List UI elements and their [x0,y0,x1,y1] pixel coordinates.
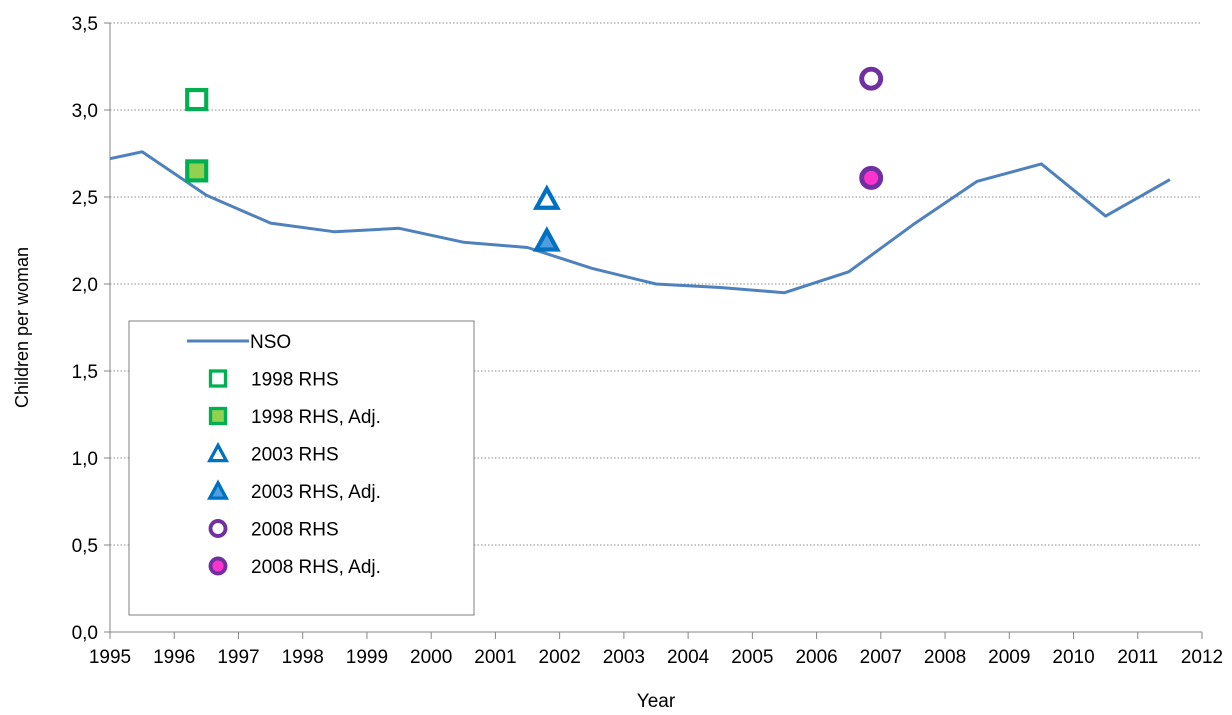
x-tick-label: 2011 [1117,647,1158,668]
marker-shape [206,441,230,463]
legend-marker-swatch [208,519,228,538]
y-tick-label: 1,0 [72,449,98,470]
data-point-2008-rhs [859,66,884,91]
ticks-layer: 0,0 0,5 1,0 1,5 2,0 2,5 3,0 3,5 1995 1996 1997 1998… [72,14,1224,668]
data-point-2008-rhs-adj [859,165,884,190]
marker-shape [206,479,230,500]
legend-marker-swatch [208,369,228,388]
x-tick-label: 2009 [988,647,1030,668]
x-tick-label: 1998 [282,647,324,668]
marker-shape [208,519,228,538]
legend-marker-swatch [206,441,230,463]
legend-item: 2008 RHS [208,519,339,541]
legend-label: 1998 RHS, Adj. [251,407,381,428]
x-tick-label: 2007 [860,647,902,668]
legend-item: 2003 RHS, Adj. [206,479,381,503]
y-tick-label: 3,0 [72,101,98,122]
x-tick-label: 1996 [153,647,195,668]
x-tick-label: 2008 [924,647,966,668]
y-tick-label: 2,0 [72,275,98,296]
marker-shape [859,66,884,91]
legend-label: 2003 RHS, Adj. [251,482,381,503]
marker-shape [185,87,209,112]
y-tick-label: 1,5 [72,362,98,383]
marker-shape [208,406,228,426]
legend-label: 2003 RHS [251,445,339,466]
legend-marker-swatch [208,406,228,426]
marker-shape [859,165,884,190]
y-tick-label: 2,5 [72,188,98,209]
x-tick-label: 2003 [603,647,645,668]
legend-item: 1998 RHS [208,369,339,391]
y-axis-title: Children per woman [12,247,32,408]
legend-item: 2008 RHS, Adj. [208,556,381,578]
x-tick-label: 2004 [667,647,710,668]
data-point-1998-rhs-adj [185,159,209,183]
x-tick-label: 1997 [217,647,259,668]
marker-shape [532,184,561,210]
x-tick-label: 1995 [89,647,131,668]
series-line-nso [109,150,1171,295]
marker-shape [208,556,228,576]
marker-shape [208,369,228,388]
legend-label: 2008 RHS, Adj. [251,557,381,578]
legend-marker-swatch [206,479,230,500]
legend-label: NSO [250,332,291,353]
marker-shape [185,159,209,183]
y-tick-label: 0,0 [72,623,98,644]
legend-label: 2008 RHS [251,520,339,541]
y-tick-label: 0,5 [72,536,98,557]
x-tick-label: 2005 [731,647,773,668]
series-layer [109,66,1171,295]
x-tick-label: 2006 [795,647,837,668]
x-tick-label: 2001 [474,647,516,668]
legend-marker-swatch [208,556,228,576]
data-point-1998-rhs [185,87,209,112]
axes-layer [109,23,1202,633]
legend-item: NSO [187,332,291,353]
x-tick-label: 2012 [1181,647,1223,668]
marker-shape [532,226,561,252]
legend-label: 1998 RHS [251,370,339,391]
data-point-2003-rhs [532,184,561,210]
x-axis-title: Year [637,691,676,712]
legend-item: 2003 RHS [206,441,339,466]
legend-box [128,320,475,616]
x-tick-label: 2010 [1052,647,1094,668]
y-tick-label: 3,5 [72,14,98,35]
legend: NSO 1998 RHS 1998 RHS, Adj. 2003 RHS 2003 RH… [128,320,475,616]
x-tick-label: 2000 [410,647,452,668]
x-tick-label: 2002 [539,647,581,668]
x-tick-label: 1999 [346,647,388,668]
legend-item: 1998 RHS, Adj. [208,406,381,428]
data-point-2003-rhs-adj [532,226,561,252]
